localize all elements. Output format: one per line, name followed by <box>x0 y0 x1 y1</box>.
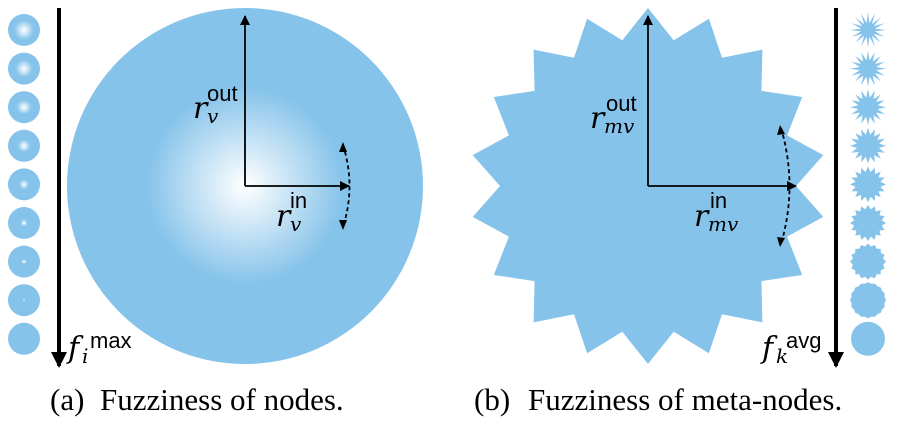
fuzziness-range-arc-a <box>342 144 351 228</box>
caption-b-text: Fuzziness of meta-nodes. <box>528 382 842 417</box>
fuzzy-circle-icon <box>8 207 40 239</box>
r-out-sup-b: out <box>606 91 637 116</box>
r-in-base-b: r <box>694 199 710 234</box>
caption-b-tag: (b) <box>474 382 510 417</box>
axis-label-sup-b: avg <box>786 328 821 353</box>
r-out-sup: out <box>207 81 238 106</box>
axis-label-f-i-max: f i max <box>66 328 132 368</box>
fuzzy-circle-icon <box>8 129 40 162</box>
caption-a-tag: (a) <box>50 382 84 417</box>
r-out-sub-b: mv <box>604 114 635 138</box>
meta-node-fuzziness-scale <box>850 12 886 356</box>
panel-b: r mv out r mv in f k avg (b) Fuzziness o… <box>472 8 886 417</box>
label-r-mv-out: r mv out <box>590 91 637 138</box>
r-out-base: r <box>193 91 209 126</box>
fuzzy-circle-icon <box>8 168 40 201</box>
r-in-sup-b: in <box>710 188 727 213</box>
star-burst-icon <box>850 205 886 241</box>
star-burst-icon <box>850 89 886 126</box>
r-in-sup: in <box>290 188 307 213</box>
label-r-v-out: r v out <box>193 81 238 128</box>
fuzzy-circle-icon <box>8 14 40 46</box>
star-burst-icon <box>850 282 886 319</box>
star-burst-icon <box>850 243 886 280</box>
caption-a-text: Fuzziness of nodes. <box>100 382 344 417</box>
r-in-sub-b: mv <box>708 212 739 236</box>
r-in-sub: v <box>290 212 302 236</box>
fuzzy-circle-icon <box>8 322 40 355</box>
star-burst-icon <box>850 166 886 203</box>
node-fuzziness-scale <box>8 14 40 355</box>
r-out-base-b: r <box>590 101 606 136</box>
axis-label-f-k-avg: f k avg <box>760 328 821 368</box>
star-burst-icon <box>850 127 886 164</box>
label-r-mv-in: r mv in <box>694 188 739 236</box>
axis-label-sub: i <box>82 344 88 368</box>
star-burst-icon <box>851 321 885 356</box>
r-in-base: r <box>276 199 292 234</box>
axis-label-sup: max <box>90 328 132 353</box>
label-r-v-in: r v in <box>276 188 307 236</box>
fuzzy-circle-icon <box>8 52 40 85</box>
star-burst-icon <box>850 50 886 87</box>
axis-label-sub-b: k <box>776 344 788 368</box>
panel-a: f i max r v out r v in (a) Fuzziness of … <box>8 8 423 417</box>
r-out-sub: v <box>207 104 219 128</box>
fuzzy-circle-icon <box>8 245 40 278</box>
fuzzy-circle-icon <box>8 284 40 317</box>
fuzzy-circle-icon <box>8 91 40 124</box>
star-burst-icon <box>850 12 886 48</box>
fuzziness-range-arc-b <box>780 127 791 245</box>
